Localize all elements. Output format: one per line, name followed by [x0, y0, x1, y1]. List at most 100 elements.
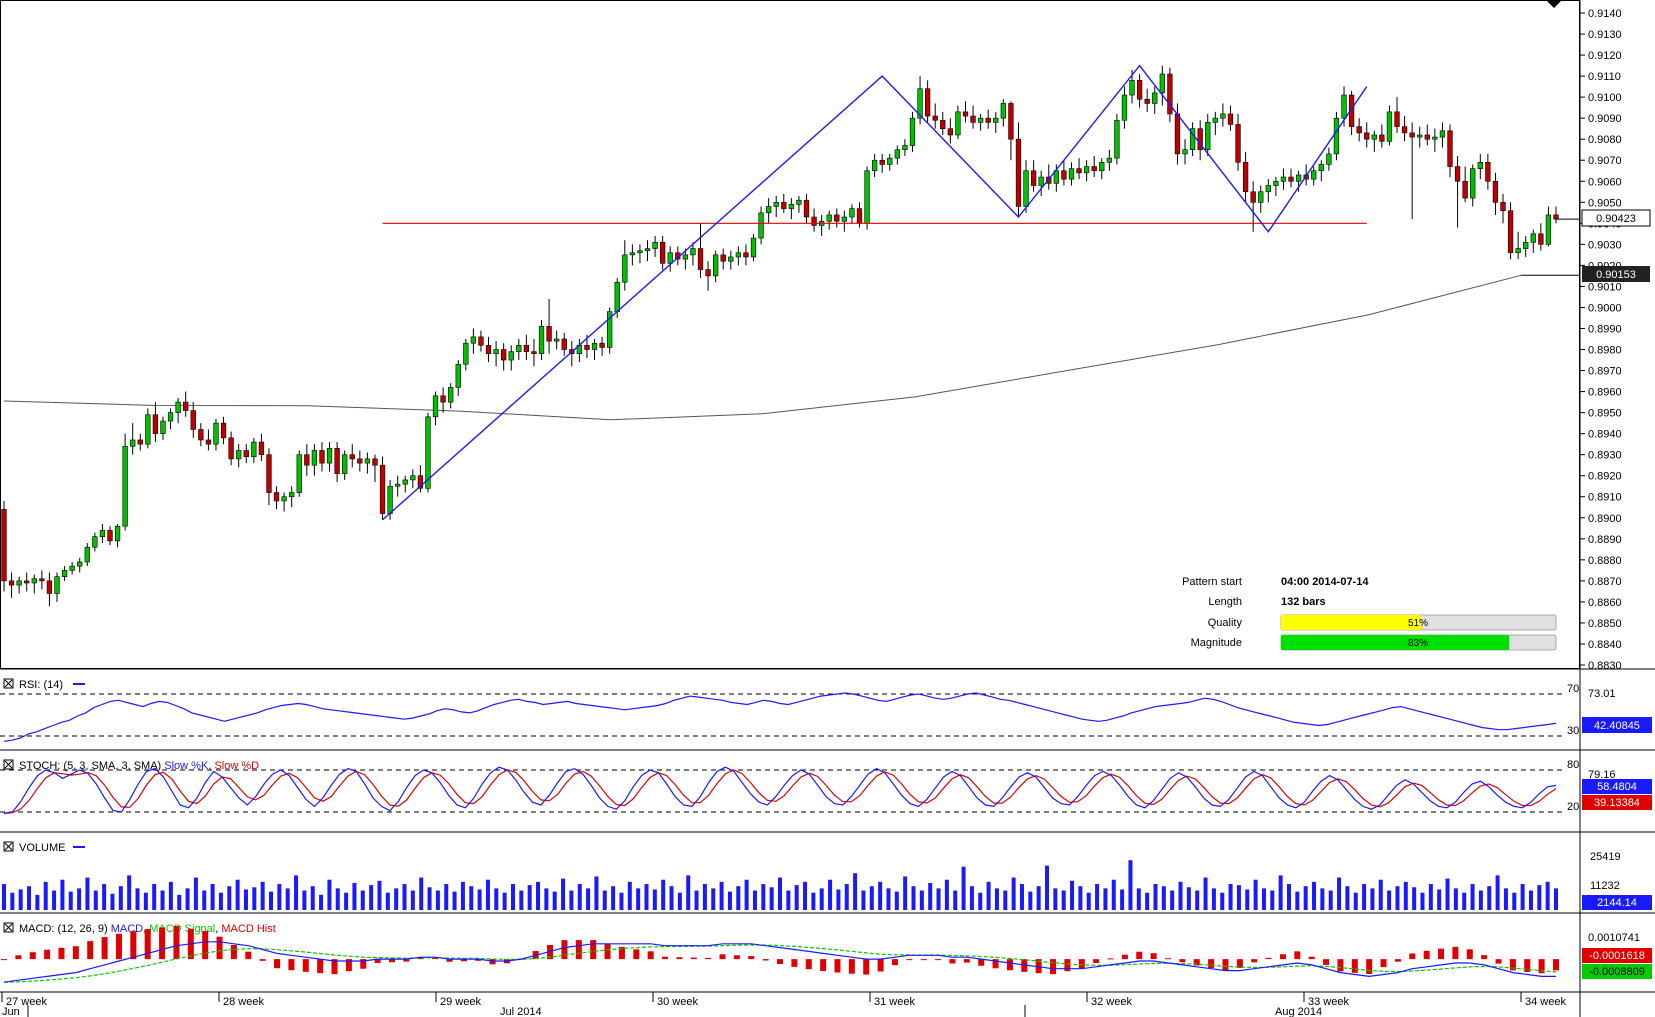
volume-bar — [1487, 886, 1492, 910]
macd-hist-bar — [877, 959, 884, 972]
candle-bull — [1121, 94, 1128, 121]
macd-hist-bar — [547, 944, 554, 960]
pattern-info: Pattern start 04:00 2014-07-14 Length 13… — [1182, 576, 1557, 651]
close-icon — [4, 760, 13, 769]
macd-hist-bar — [848, 959, 855, 974]
candle-bear — [1424, 134, 1430, 140]
macd-hist-bar — [1466, 949, 1473, 960]
macd-hist-bar — [417, 957, 424, 960]
volume-bar — [886, 888, 891, 910]
candle-bear — [220, 422, 227, 439]
collapse-icon[interactable] — [3, 759, 14, 770]
macd-hist-bar — [58, 947, 65, 960]
collapse-icon[interactable] — [3, 922, 14, 933]
volume-bar — [1195, 890, 1200, 910]
macd-signal-value-box — [1582, 964, 1652, 979]
candle-bull — [955, 111, 961, 136]
volume-bar — [686, 875, 691, 910]
candle-bull — [1295, 174, 1302, 182]
chevron-down-icon[interactable] — [1547, 1, 1561, 8]
volume-bar — [1278, 875, 1283, 910]
candle-bull — [1023, 170, 1029, 207]
volume-bar — [227, 886, 232, 910]
candle-bear — [1409, 132, 1415, 138]
volume-bar — [1295, 891, 1300, 910]
volume-bar — [1153, 884, 1158, 910]
volume-bar — [1412, 887, 1417, 910]
volume-bar — [994, 888, 999, 910]
macd-hist-bar — [202, 931, 209, 960]
volume-bar — [319, 894, 324, 910]
candle-bull — [887, 157, 893, 165]
candle-bull — [1205, 122, 1211, 151]
candle-bull — [342, 454, 348, 474]
volume-bar — [269, 891, 274, 910]
volume-bar — [944, 879, 949, 910]
collapse-icon[interactable] — [3, 678, 14, 689]
candle-bear — [24, 580, 30, 584]
macd-hist-bar — [949, 959, 956, 964]
candle-bear — [1485, 162, 1491, 182]
candle-bull — [1386, 111, 1393, 142]
macd-hist-bar — [331, 959, 338, 975]
candle-bear — [1538, 233, 1544, 245]
candle-bear — [1348, 94, 1355, 127]
macd-hist-bar — [302, 959, 309, 972]
volume-bar — [1270, 890, 1275, 910]
candle-bull — [1273, 180, 1279, 186]
candle-bear — [1492, 180, 1499, 203]
volume-bar — [1086, 892, 1091, 910]
candle-bull — [871, 159, 878, 172]
price-tick-label: 0.9050 — [1588, 197, 1622, 209]
collapse-icon[interactable] — [3, 841, 14, 852]
volume-bar — [285, 888, 290, 910]
volume-bar — [711, 888, 716, 910]
volume-bar — [1161, 886, 1166, 910]
candle-bear — [107, 530, 113, 542]
macd-chart — [1, 926, 1559, 983]
volume-bar — [669, 886, 674, 910]
candle-bull — [69, 565, 75, 571]
candle-bear — [1356, 126, 1362, 134]
volume-bar — [1078, 886, 1083, 910]
candle-bull — [508, 351, 514, 361]
volume-bar — [953, 890, 958, 910]
candle-bull — [841, 216, 847, 222]
price-tick-label: 0.8900 — [1588, 513, 1622, 525]
volume-bar — [652, 889, 657, 910]
macd-hist-bar — [1294, 951, 1301, 960]
candle-bull — [16, 580, 22, 586]
macd-hist-bar — [173, 926, 180, 960]
main-panel — [0, 0, 1580, 669]
volume-bar — [110, 893, 115, 910]
candle-bull — [54, 576, 60, 594]
volume-bar — [1520, 884, 1525, 910]
volume-bar — [919, 890, 924, 910]
candle-bull — [750, 237, 757, 258]
macd-hist-bar — [87, 941, 94, 960]
volume-bar — [60, 879, 65, 910]
candle-bear — [417, 475, 424, 489]
candle-bear — [1401, 126, 1408, 134]
volume-bar — [1136, 888, 1141, 910]
candle-bull — [614, 281, 620, 312]
candle-bull — [1545, 214, 1552, 245]
price-tick-label: 0.9080 — [1588, 134, 1622, 146]
volume-bar — [1554, 888, 1558, 910]
candle-bull — [1220, 113, 1226, 119]
candle-bull — [130, 439, 136, 447]
volume-bar — [1478, 890, 1483, 910]
candle-bear — [372, 458, 378, 466]
volume-bar — [861, 890, 866, 910]
volume-bar — [736, 886, 741, 910]
candle-bull — [463, 342, 469, 365]
candle-bear — [546, 326, 552, 342]
macd-hist-bar — [604, 943, 611, 960]
candle-bull — [1038, 176, 1044, 186]
candle-bear — [1030, 170, 1037, 186]
macd-hist-bar — [130, 931, 137, 960]
volume-value-box — [1582, 895, 1652, 910]
candle-bear — [1091, 166, 1097, 172]
week-label: 29 week — [440, 996, 481, 1008]
macd-hist-bar — [1495, 959, 1502, 964]
